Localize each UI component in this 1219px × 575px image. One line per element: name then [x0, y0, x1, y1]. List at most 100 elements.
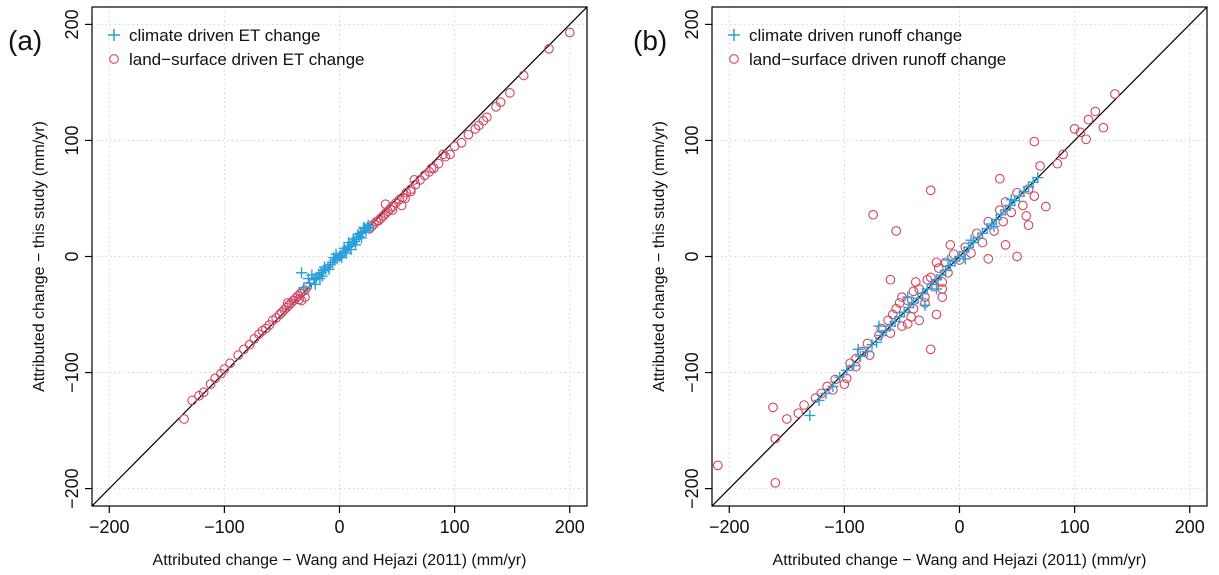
data-point-circle	[883, 315, 893, 326]
data-point-plus	[314, 273, 326, 285]
data-point-circle	[1029, 191, 1040, 202]
data-point-plus	[907, 297, 919, 309]
data-point-circle	[1000, 240, 1011, 250]
data-point-plus	[981, 223, 993, 235]
data-point-circle	[440, 151, 451, 162]
data-point-plus	[861, 346, 873, 358]
data-point-circle	[394, 194, 405, 205]
data-point-plus	[298, 282, 310, 294]
data-point-plus	[990, 213, 1002, 225]
data-point-circle	[544, 43, 554, 54]
x-tick-label: 200	[555, 517, 585, 537]
y-axis-title: Attributed change − this study (mm/yr)	[31, 121, 48, 392]
data-point-plus	[804, 409, 816, 421]
legend-marker-circle	[109, 54, 119, 64]
data-point-plus	[967, 237, 979, 249]
data-point-plus	[930, 283, 942, 295]
data-point-plus	[336, 252, 348, 264]
data-point-plus	[813, 394, 825, 406]
data-point-plus	[355, 232, 367, 244]
data-point-plus	[875, 329, 887, 341]
data-point-circle	[1035, 161, 1045, 171]
y-tick-label: 100	[682, 125, 702, 155]
data-point-circle	[897, 321, 907, 331]
data-point-circle	[887, 309, 898, 320]
data-point-plus	[319, 261, 331, 273]
data-point-circle	[810, 393, 821, 403]
data-point-circle	[277, 307, 287, 318]
data-point-plus	[1013, 190, 1025, 202]
legend-label: land−surface driven runoff change	[749, 50, 1006, 69]
data-point-plus	[1023, 181, 1035, 193]
data-point-circle	[257, 325, 268, 336]
data-point-plus	[316, 270, 328, 282]
data-point-circle	[294, 294, 305, 305]
data-point-circle	[943, 267, 953, 278]
y-tick-label: −100	[62, 352, 82, 393]
data-point-plus	[873, 320, 885, 332]
data-point-plus	[903, 302, 915, 314]
data-point-plus	[345, 244, 357, 256]
data-point-plus	[323, 263, 335, 275]
legend-label: land−surface driven ET change	[129, 50, 364, 69]
data-point-circle	[400, 193, 410, 204]
data-point-circle	[1083, 114, 1094, 125]
data-point-circle	[933, 263, 944, 273]
data-point-plus	[940, 264, 952, 276]
y-tick-label: −200	[62, 468, 82, 509]
data-point-circle	[839, 379, 850, 390]
data-point-circle	[864, 350, 875, 360]
data-point-circle	[770, 477, 781, 488]
data-point-circle	[712, 460, 723, 471]
y-tick-label: 0	[682, 251, 702, 261]
y-tick-label: −100	[682, 352, 702, 393]
data-point-circle	[931, 309, 942, 320]
series-climate	[804, 172, 1044, 421]
legend-marker-circle	[729, 54, 739, 64]
data-point-circle	[925, 344, 936, 355]
data-point-circle	[233, 350, 244, 360]
data-point-plus	[866, 339, 878, 351]
data-point-plus	[959, 253, 971, 265]
data-point-plus	[1027, 176, 1039, 188]
data-point-plus	[917, 288, 929, 300]
data-point-plus	[309, 278, 321, 290]
data-point-plus	[942, 254, 954, 266]
data-point-plus	[965, 234, 977, 246]
data-point-circle	[296, 295, 307, 306]
series-land-surface	[712, 89, 1120, 488]
data-point-circle	[478, 115, 489, 126]
x-tick-label: 0	[334, 517, 344, 537]
data-point-plus	[1005, 194, 1017, 206]
data-point-plus	[855, 350, 866, 362]
data-point-plus	[871, 336, 883, 348]
data-point-circle	[449, 141, 460, 152]
legend-label: climate driven runoff change	[749, 26, 962, 45]
data-point-circle	[1069, 123, 1080, 134]
data-point-circle	[426, 163, 437, 174]
data-point-circle	[1090, 106, 1101, 117]
data-point-plus	[930, 274, 942, 286]
data-point-plus	[324, 259, 336, 271]
data-point-circle	[1023, 220, 1034, 231]
data-point-circle	[966, 248, 976, 258]
data-point-plus	[350, 239, 362, 251]
data-point-circle	[977, 237, 988, 248]
data-point-circle	[1081, 134, 1091, 145]
legend: climate driven ET change land−surface dri…	[108, 26, 364, 69]
data-point-circle	[914, 315, 925, 326]
data-point-circle	[945, 240, 956, 250]
y-tick-label: 0	[62, 251, 82, 261]
data-point-circle	[387, 205, 398, 215]
data-point-circle	[473, 120, 484, 131]
data-point-circle	[300, 292, 310, 302]
panel-b: −200 −200 −100 −100 0 0 100 100 200 200 Attributed…	[633, 6, 1208, 569]
x-tick-label: −100	[204, 517, 245, 537]
data-point-plus	[363, 223, 375, 235]
data-point-circle	[1012, 251, 1022, 262]
data-point-circle	[244, 339, 255, 350]
data-point-circle	[264, 320, 275, 330]
data-point-plus	[354, 227, 366, 239]
data-point-plus	[880, 325, 892, 337]
